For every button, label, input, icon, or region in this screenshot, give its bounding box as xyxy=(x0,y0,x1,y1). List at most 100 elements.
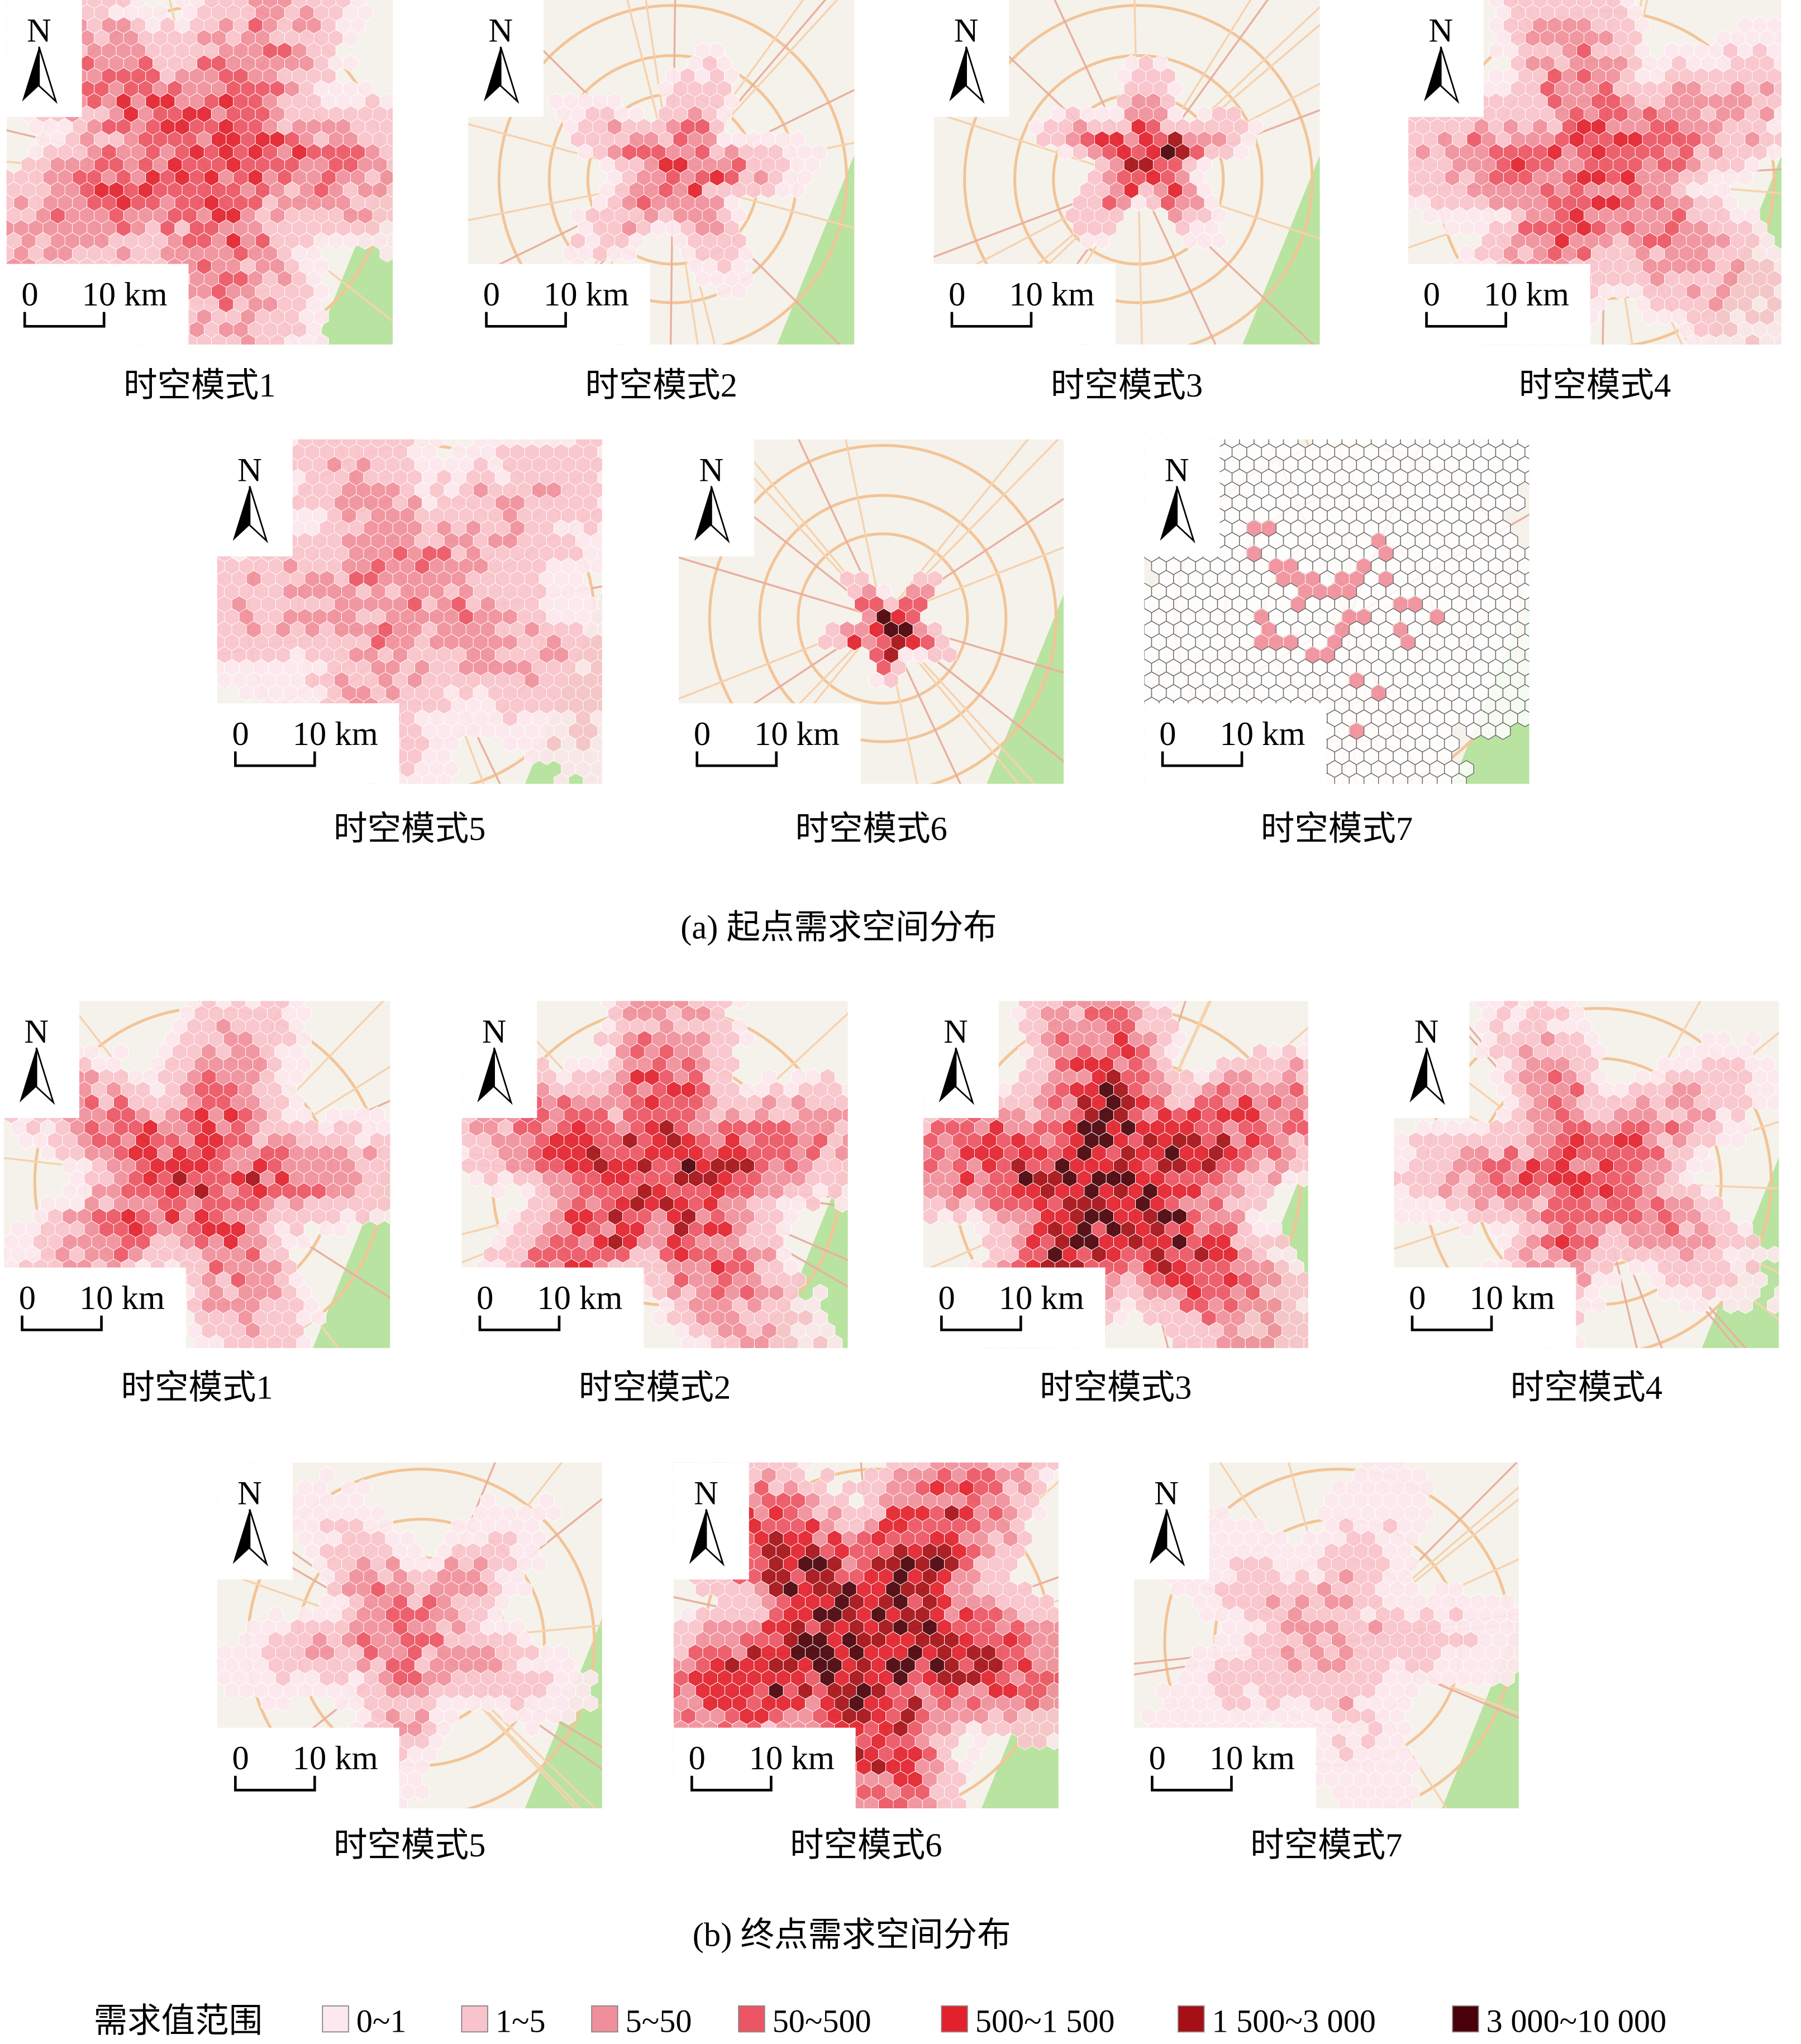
hex-cell xyxy=(1781,274,1782,284)
hex-cell xyxy=(752,1347,756,1348)
hex-cell xyxy=(1524,546,1530,561)
scale-zero: 0 xyxy=(21,276,38,313)
hex-cell xyxy=(1334,772,1350,784)
hex-cell xyxy=(767,1347,771,1348)
hex-cell xyxy=(1318,1056,1333,1073)
hex-cell xyxy=(1303,1158,1308,1173)
ring-road xyxy=(758,494,1008,743)
hex-cell xyxy=(280,1347,284,1348)
north-box xyxy=(468,0,544,117)
hex-cell xyxy=(1781,122,1782,132)
hex-cell xyxy=(1211,232,1227,250)
scale-label: 10 km xyxy=(537,1279,622,1317)
hex-cell xyxy=(590,557,602,575)
north-box xyxy=(1144,439,1220,557)
hex-cell xyxy=(436,773,452,784)
hex-cell xyxy=(1781,71,1782,81)
map-label: 时空模式7 xyxy=(1261,810,1413,848)
hex-cell xyxy=(1436,772,1452,784)
hex-cell xyxy=(504,1347,507,1348)
green-area xyxy=(315,155,393,345)
hex-cell xyxy=(1311,1043,1326,1060)
hex-cell xyxy=(296,1334,312,1348)
map: N0 10 km xyxy=(6,0,416,345)
hex-cell xyxy=(1781,21,1782,30)
legend-title: 需求值范围 xyxy=(94,2002,263,2040)
hex-cell xyxy=(621,245,637,262)
hex-cell xyxy=(1495,722,1511,740)
north-label: N xyxy=(1428,12,1453,49)
hex-cell xyxy=(1774,80,1782,98)
map-label: 时空模式2 xyxy=(585,367,737,404)
scale-label: 10 km xyxy=(293,715,378,753)
hex-cell xyxy=(1789,106,1801,122)
map-label: 时空模式5 xyxy=(333,810,485,848)
scale-label: 10 km xyxy=(1219,715,1305,753)
hex-cell xyxy=(394,245,409,262)
scale-zero: 0 xyxy=(949,276,965,313)
hex-cell xyxy=(1774,131,1782,149)
hex-cell xyxy=(605,735,620,752)
hex-cell xyxy=(1774,308,1782,326)
hex-cell xyxy=(547,1347,551,1348)
hex-cell xyxy=(1540,621,1554,638)
hex-cell xyxy=(842,1158,848,1174)
hex-cell xyxy=(474,1347,478,1348)
hex-cell xyxy=(1532,634,1547,651)
hex-cell xyxy=(857,1157,871,1174)
hex-cell xyxy=(207,1347,211,1348)
hex-cell xyxy=(1311,1119,1326,1136)
hex-cell xyxy=(313,333,329,345)
north-box xyxy=(933,0,1009,117)
scale-zero: 0 xyxy=(1423,276,1440,313)
hex-cell xyxy=(1737,169,1753,187)
hex-cell xyxy=(399,1208,414,1225)
hex-cell xyxy=(857,1107,871,1124)
hex-cell xyxy=(826,1347,830,1348)
north-label: N xyxy=(482,1013,507,1050)
hex-cell xyxy=(1510,494,1526,512)
scale-box xyxy=(679,703,861,784)
hex-cell xyxy=(1766,143,1782,161)
hex-cell xyxy=(394,93,409,109)
hex-cell xyxy=(605,761,620,777)
hex-cell xyxy=(883,671,899,689)
hex-cell xyxy=(1532,659,1547,676)
green-area xyxy=(987,594,1064,784)
hex-cell xyxy=(1524,571,1530,586)
hex-cell xyxy=(384,1133,390,1149)
hex-cell xyxy=(612,621,627,638)
map: N0 10 km xyxy=(3,1001,414,1348)
hex-cell xyxy=(1349,772,1365,784)
hex-cell xyxy=(1532,608,1547,625)
hex-cell xyxy=(1378,772,1394,784)
hex-cell xyxy=(842,1183,848,1199)
hex-cell xyxy=(709,1347,712,1348)
hex-cell xyxy=(605,710,620,727)
hex-cell xyxy=(392,1145,406,1162)
map: N 0 10 km xyxy=(1408,0,1801,345)
hex-cell xyxy=(612,697,627,714)
hex-cell xyxy=(1318,1284,1333,1301)
hex-cell xyxy=(942,646,957,664)
hex-cell xyxy=(333,1220,349,1238)
north-label: N xyxy=(1165,451,1189,489)
hex-cell xyxy=(597,648,602,662)
scale-box xyxy=(217,703,399,784)
scale-zero: 0 xyxy=(477,1279,493,1317)
scale-label: 10 km xyxy=(1484,276,1569,313)
hex-cell xyxy=(1789,80,1801,97)
hex-cell xyxy=(612,469,627,486)
hex-cell xyxy=(850,1068,864,1085)
hex-cell xyxy=(399,1183,414,1200)
hex-cell xyxy=(1532,710,1547,727)
hex-cell xyxy=(384,1183,390,1199)
scale-bar xyxy=(23,312,106,328)
hex-cell xyxy=(857,1183,871,1200)
hex-cell xyxy=(1781,249,1782,259)
scale-label: 10 km xyxy=(754,715,840,753)
hex-cell xyxy=(1781,46,1782,55)
scale-label: 10 km xyxy=(1009,276,1094,313)
hex-cell xyxy=(402,156,416,173)
hex-cell xyxy=(387,106,393,122)
